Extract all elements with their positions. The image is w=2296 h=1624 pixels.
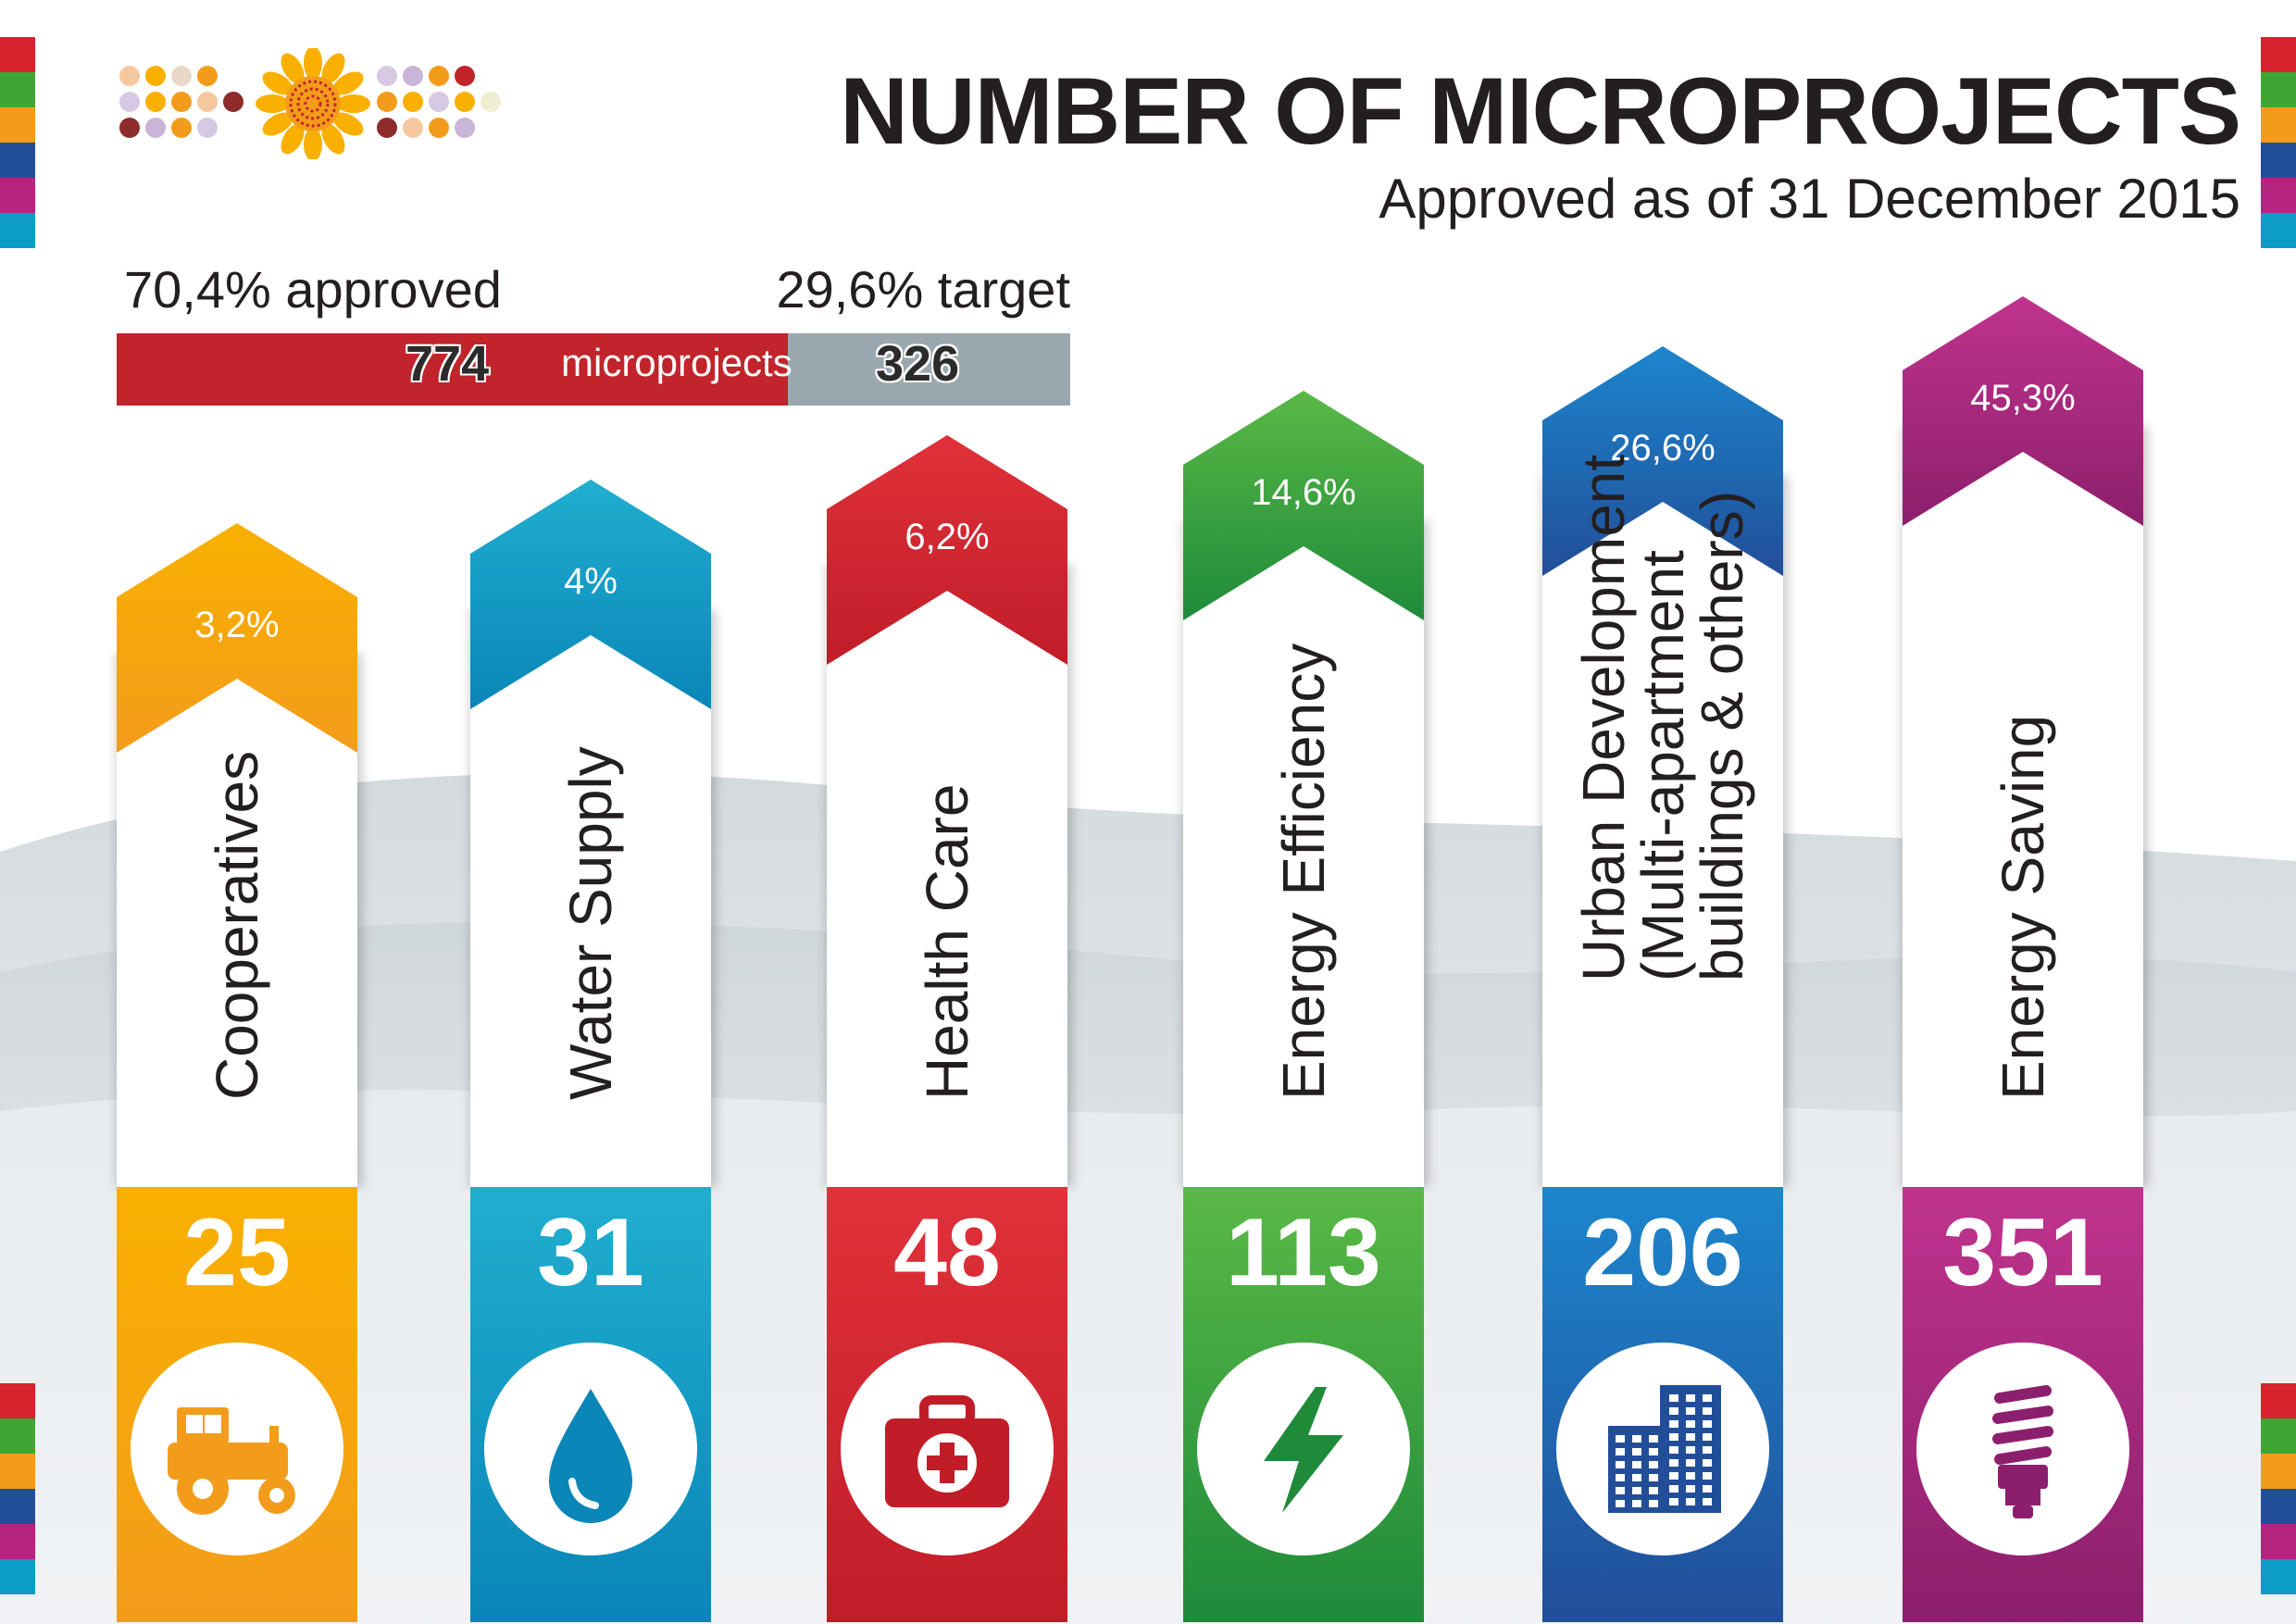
- category-label-box: Urban Development (Multi-apartment buildin…: [1542, 455, 1783, 1159]
- count-block: 351: [1903, 1187, 2143, 1622]
- category-label-line: Energy Efficiency: [1270, 643, 1337, 1100]
- percentage-flag: [827, 435, 1067, 665]
- tractor-icon: [168, 1407, 295, 1515]
- column-band: [827, 565, 1067, 1187]
- category-label-line: Water Supply: [557, 746, 624, 1100]
- project-count: 113: [1226, 1199, 1381, 1306]
- category-label: Health Care: [914, 783, 980, 1101]
- category-label: Urban Development (Multi-apartment buildin…: [1570, 454, 1755, 981]
- page-title: NUMBER OF MICROPROJECTS: [840, 58, 2241, 164]
- approved-count: 774: [406, 336, 490, 392]
- column-band: [470, 609, 711, 1187]
- approval-progress-bar: 774 microprojects 326: [117, 333, 1070, 406]
- percentage-label: 4%: [564, 561, 618, 602]
- category-column-energy-efficiency: 14,6% Energy Efficiency 113: [1183, 0, 1424, 1624]
- category-label-line: Cooperatives: [204, 750, 270, 1100]
- project-count: 31: [537, 1199, 644, 1306]
- approved-percentage-label: 70,4% approved: [124, 260, 502, 319]
- column-band: [117, 653, 357, 1187]
- page-subtitle: Approved as of 31 December 2015: [1379, 168, 2240, 230]
- percentage-label: 26,6%: [1610, 428, 1716, 468]
- project-count: 48: [893, 1199, 1001, 1306]
- category-label-box: Health Care: [827, 676, 1067, 1159]
- count-block: 206: [1542, 1187, 1783, 1622]
- microprojects-label: microprojects: [561, 341, 792, 384]
- water-drop-icon: [549, 1389, 632, 1523]
- sunflower-logo-icon: [119, 48, 501, 159]
- category-label-box: Cooperatives: [117, 751, 357, 1159]
- count-block: 25: [117, 1187, 357, 1622]
- color-stripe-bottom-right: [2261, 1383, 2296, 1594]
- cfl-bulb-icon: [1992, 1385, 2053, 1518]
- category-label-line: buildings & others): [1689, 490, 1755, 981]
- color-stripe-top-left: [0, 37, 35, 248]
- category-column-water-supply: 4% Water Supply 31: [470, 0, 711, 1624]
- column-band: [1903, 426, 2143, 1187]
- icon-circle: [131, 1343, 343, 1555]
- buildings-icon: [1608, 1385, 1721, 1513]
- icon-circle: [1916, 1343, 2129, 1555]
- category-label-line: (Multi-apartment: [1629, 550, 1696, 981]
- lightning-bolt-icon: [1264, 1387, 1343, 1513]
- category-label: Cooperatives: [204, 750, 270, 1100]
- percentage-flag: [1183, 391, 1424, 620]
- category-label-box: Energy Efficiency: [1183, 631, 1424, 1159]
- target-percentage-label: 29,6% target: [776, 260, 1070, 319]
- column-band: [1183, 520, 1424, 1187]
- category-label-box: Energy Saving: [1903, 537, 2143, 1159]
- icon-circle: [841, 1343, 1054, 1555]
- project-count: 206: [1582, 1199, 1743, 1306]
- percentage-flag: [470, 480, 711, 709]
- percentage-flag: [1903, 296, 2143, 526]
- percentage-label: 3,2%: [194, 605, 280, 645]
- percentage-flag: [117, 523, 357, 753]
- count-block: 113: [1183, 1187, 1424, 1622]
- category-label-line: Health Care: [914, 783, 980, 1101]
- icon-circle: [484, 1343, 697, 1555]
- category-column-health-care: 6,2% Health Care 48: [827, 0, 1067, 1624]
- category-label-box: Water Supply: [470, 720, 711, 1159]
- percentage-label: 14,6%: [1251, 472, 1356, 513]
- category-column-urban-development: 26,6% Urban Development (Multi-apartment bu…: [1542, 0, 1783, 1624]
- target-count: 326: [876, 336, 960, 392]
- icon-circle: [1197, 1343, 1410, 1555]
- project-count: 25: [183, 1199, 291, 1306]
- color-stripe-bottom-left: [0, 1383, 35, 1594]
- icon-circle: [1556, 1343, 1769, 1555]
- category-label-line: Urban Development: [1570, 454, 1637, 981]
- first-aid-kit-icon: [885, 1395, 1009, 1507]
- category-column-energy-saving: 45,3% Energy Saving 351: [1903, 0, 2143, 1624]
- category-label-line: Energy Saving: [1990, 714, 2056, 1100]
- category-label: Energy Efficiency: [1270, 643, 1337, 1100]
- category-label: Water Supply: [557, 746, 624, 1100]
- column-band: [1542, 476, 1783, 1187]
- approved-progress-fill: [117, 333, 789, 406]
- project-count: 351: [1942, 1199, 2103, 1306]
- color-stripe-top-right: [2261, 37, 2296, 248]
- category-label: Energy Saving: [1990, 714, 2056, 1100]
- percentage-label: 45,3%: [1970, 378, 2076, 418]
- percentage-label: 6,2%: [905, 517, 990, 557]
- category-column-cooperatives: 3,2% Cooperatives 25: [117, 0, 357, 1624]
- count-block: 48: [827, 1187, 1067, 1622]
- percentage-flag: [1542, 346, 1783, 576]
- count-block: 31: [470, 1187, 711, 1622]
